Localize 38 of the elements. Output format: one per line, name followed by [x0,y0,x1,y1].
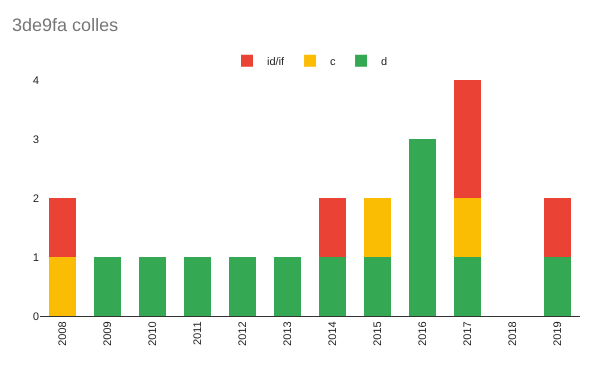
x-tick-label: 2016 [417,321,430,346]
bar [454,198,481,257]
y-tick-label: 3 [32,134,39,146]
bar [49,198,76,257]
y-tick-label: 2 [32,192,39,205]
bar [49,257,76,316]
bar [229,257,256,316]
y-tick-label: 0 [32,310,39,323]
x-tick-label: 2012 [237,321,250,346]
x-tick-label: 2017 [462,321,474,346]
bar [319,198,346,257]
bar [544,198,571,257]
chart-title: 3de9fa colles [12,15,118,36]
x-tick-label: 2014 [327,321,340,346]
bar [544,257,571,316]
x-tick-label: 2013 [282,321,294,346]
bar [364,198,391,257]
x-tick-label: 2008 [57,321,70,346]
x-tick-label: 2009 [102,321,114,346]
x-tick-label: 2019 [552,321,564,346]
x-tick-label: 2018 [507,321,520,346]
legend-label: d [381,56,388,68]
bar [139,257,166,316]
y-tick-label: 1 [32,252,39,264]
legend-label: c [330,56,336,68]
bar [184,257,211,316]
bar [94,257,121,316]
legend-label: id/if [267,56,286,68]
bar [454,257,481,316]
bar [274,257,301,316]
y-tick-label: 4 [32,74,39,87]
bar [364,257,391,316]
x-tick-label: 2010 [147,321,160,346]
x-tick-label: 2011 [192,321,204,346]
bar [319,257,346,316]
x-tick-label: 2015 [372,321,384,346]
bar [409,139,436,316]
bar [454,80,481,198]
